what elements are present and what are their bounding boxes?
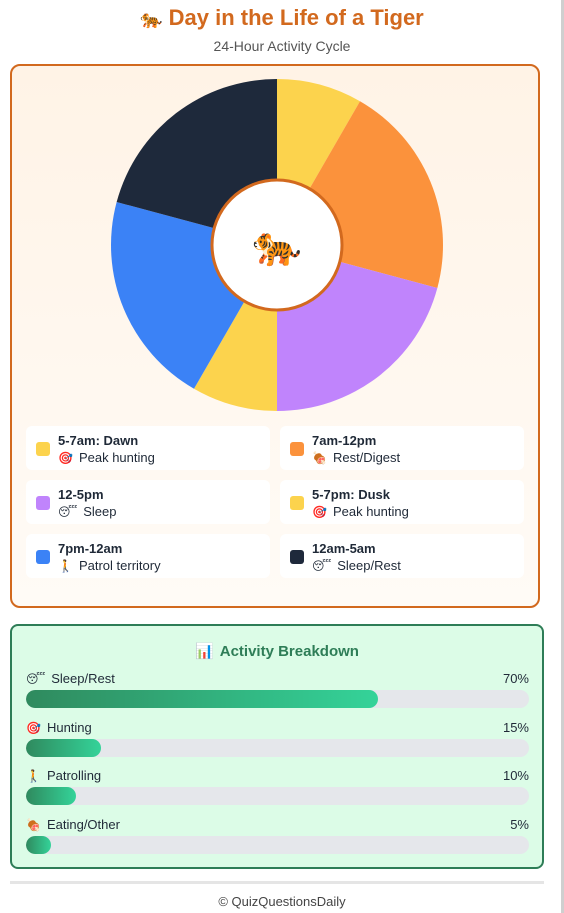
legend-time: 7am-12pm (312, 433, 377, 448)
breakdown-label-text: Sleep/Rest (51, 671, 115, 686)
walking-person-icon: 🚶 (26, 769, 41, 783)
activity-cycle-card: 🐅 5-7am: Dawn 🎯 Peak hunting 7am-12pm 🍖 Re… (10, 64, 540, 608)
legend-item: 7pm-12am 🚶 Patrol territory (26, 534, 270, 578)
breakdown-row: 😴 Sleep/Rest 70% (26, 671, 529, 711)
target-icon: 🎯 (26, 721, 41, 735)
legend-activity: 😴 Sleep/Rest (312, 558, 401, 573)
breakdown-row: 🎯 Hunting 15% (26, 720, 529, 760)
breakdown-label-text: Patrolling (46, 768, 102, 783)
tiger-center-icon: 🐅 (252, 223, 302, 269)
breakdown-title-text: Activity Breakdown (219, 643, 359, 660)
legend-activity-text: Peak hunting (332, 504, 409, 519)
legend-time: 12-5pm (58, 487, 104, 502)
legend-item: 5-7pm: Dusk 🎯 Peak hunting (280, 480, 524, 524)
legend-time: 12am-5am (312, 541, 376, 556)
legend-swatch (36, 550, 50, 564)
legend-item: 7am-12pm 🍖 Rest/Digest (280, 426, 524, 470)
legend-activity-text: Peak hunting (78, 450, 155, 465)
legend-time: 5-7am: Dawn (58, 433, 139, 448)
legend-activity-text: Rest/Digest (332, 450, 401, 465)
legend-activity-text: Sleep (83, 504, 117, 519)
breakdown-percent: 10% (502, 768, 529, 783)
sleeping-face-icon: 😴 (58, 505, 78, 519)
legend-swatch (290, 496, 304, 510)
breakdown-label: 🎯 Hunting (26, 720, 92, 735)
meat-icon: 🍖 (26, 818, 41, 832)
progress-track (26, 787, 529, 805)
legend-item: 12-5pm 😴 Sleep (26, 480, 270, 524)
progress-fill (26, 836, 52, 854)
legend-time: 5-7pm: Dusk (312, 487, 391, 502)
legend-swatch (290, 550, 304, 564)
breakdown-row: 🚶 Patrolling 10% (26, 768, 529, 808)
progress-track (26, 739, 529, 757)
legend-activity: 😴 Sleep (58, 504, 117, 519)
target-icon: 🎯 (58, 451, 73, 465)
progress-track (26, 836, 529, 854)
progress-fill (26, 739, 102, 757)
legend-time: 7pm-12am (58, 541, 123, 556)
progress-track (26, 690, 529, 708)
breakdown-label: 😴 Sleep/Rest (26, 671, 115, 686)
legend-activity: 🚶 Patrol territory (58, 558, 161, 573)
legend-activity: 🎯 Peak hunting (312, 504, 409, 519)
breakdown-percent: 70% (502, 671, 529, 686)
breakdown-title: 📊 Activity Breakdown (12, 642, 542, 660)
donut-center (210, 178, 344, 312)
legend-item: 12am-5am 😴 Sleep/Rest (280, 534, 524, 578)
bar-chart-icon: 📊 (195, 642, 214, 660)
breakdown-label: 🚶 Patrolling (26, 768, 101, 783)
progress-fill (26, 787, 77, 805)
legend-activity: 🍖 Rest/Digest (312, 450, 400, 465)
legend-swatch (36, 442, 50, 456)
legend-item: 5-7am: Dawn 🎯 Peak hunting (26, 426, 270, 470)
breakdown-label: 🍖 Eating/Other (26, 817, 120, 832)
page-subtitle: 24-Hour Activity Cycle (213, 38, 351, 54)
page-title: 🐅 Day in the Life of a Tiger (0, 4, 564, 34)
meat-icon: 🍖 (312, 451, 327, 465)
page-edge-rule (561, 0, 564, 913)
legend-activity-text: Sleep/Rest (337, 558, 401, 573)
header: 🐅 Day in the Life of a Tiger 24-Hour Acti… (0, 0, 564, 54)
sleeping-face-icon: 😴 (26, 672, 46, 686)
page-title-text: Day in the Life of a Tiger (168, 5, 424, 30)
walking-person-icon: 🚶 (58, 559, 73, 573)
legend-activity-text: Patrol territory (78, 558, 161, 573)
tiger-icon: 🐅 (140, 9, 163, 30)
legend-swatch (290, 442, 304, 456)
breakdown-percent: 5% (510, 817, 529, 832)
activity-donut-chart: 🐅 (110, 78, 444, 412)
breakdown-label-text: Hunting (46, 720, 92, 735)
footer-credit: © QuizQuestionsDaily (218, 894, 346, 909)
activity-breakdown-panel: 📊 Activity Breakdown 😴 Sleep/Rest 70% 🎯 Hun… (10, 624, 544, 869)
legend-activity: 🎯 Peak hunting (58, 450, 155, 465)
breakdown-percent: 15% (502, 720, 529, 735)
footer-divider (10, 881, 544, 884)
target-icon: 🎯 (312, 505, 327, 519)
progress-fill (26, 690, 379, 708)
legend-swatch (36, 496, 50, 510)
breakdown-label-text: Eating/Other (46, 817, 120, 832)
sleeping-face-icon: 😴 (312, 559, 332, 573)
breakdown-row: 🍖 Eating/Other 5% (26, 817, 529, 857)
donut-svg: 🐅 (111, 79, 443, 411)
